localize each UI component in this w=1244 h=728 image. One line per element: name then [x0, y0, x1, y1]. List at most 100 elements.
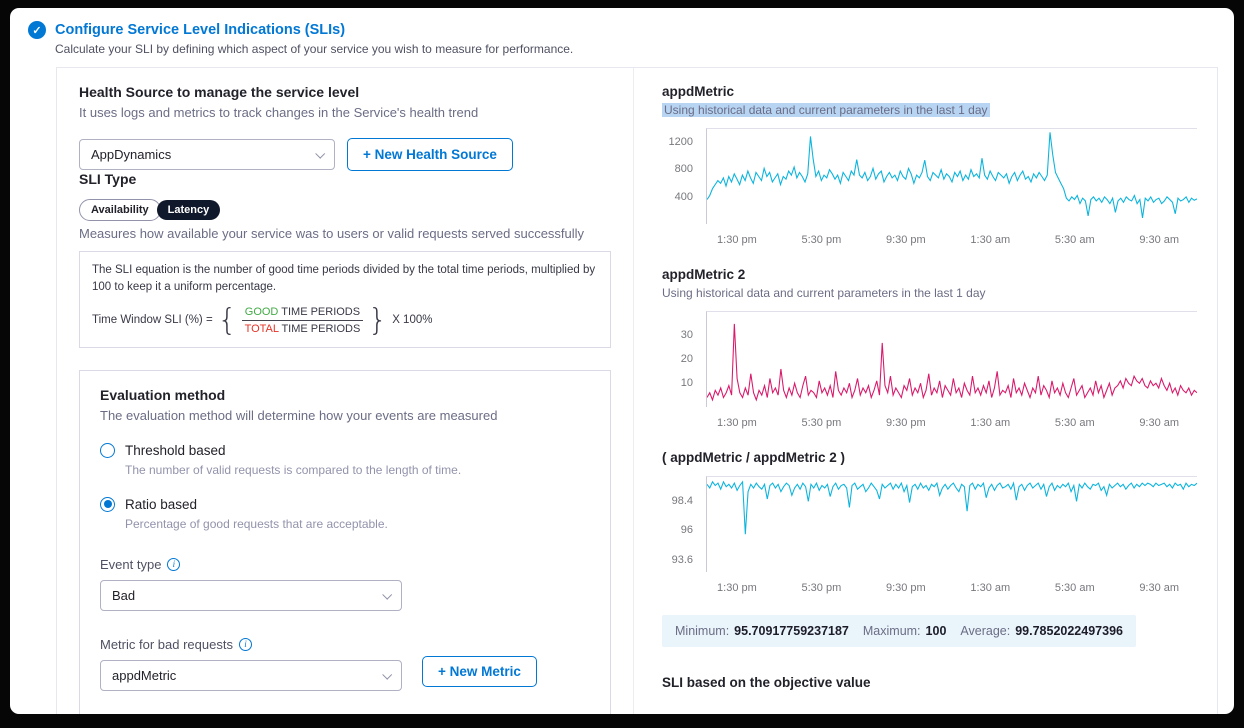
x-axis-labels: 1:30 pm 5:30 pm 9:30 pm 1:30 am 5:30 am 9:30 … [706, 572, 1197, 602]
y-tick-label: 98.4 [671, 494, 693, 507]
chart-appdmetric: appdMetric Using historical data and cur… [662, 84, 1197, 254]
completed-check-icon: ✓ [28, 21, 46, 39]
x-axis-labels: 1:30 pm 5:30 pm 9:30 pm 1:30 am 5:30 am 9:30 … [706, 407, 1197, 437]
y-axis-labels: 400 800 1200 [662, 128, 702, 224]
chevron-down-icon [315, 148, 326, 159]
info-icon[interactable]: i [238, 637, 252, 651]
content-panel: Health Source to manage the service leve… [56, 67, 1218, 714]
chart-subtitle-highlighted: Using historical data and current parame… [662, 103, 990, 117]
average-value: 99.7852022497396 [1015, 624, 1123, 638]
maximum-label: Maximum: [862, 624, 921, 638]
sli-equation: Time Window SLI (%) = { GOOD TIME PERIOD… [92, 302, 598, 338]
bad-metric-value: appdMetric [112, 667, 177, 683]
radio-selected-icon[interactable] [100, 496, 115, 512]
x-tick-label: 9:30 am [1139, 234, 1180, 246]
y-axis-labels: 93.6 96 98.4 [662, 476, 702, 572]
x-tick-label: 1:30 am [970, 582, 1011, 594]
event-type-select[interactable]: Bad [100, 579, 402, 611]
radio-unselected-icon[interactable] [100, 442, 115, 458]
metric-stats-bar: Minimum: 95.70917759237187 Maximum: 100 … [662, 615, 1136, 647]
y-tick-label: 20 [680, 353, 693, 365]
x-tick-label: 1:30 am [970, 234, 1011, 246]
bad-metric-select[interactable]: appdMetric [100, 659, 402, 691]
chevron-down-icon [382, 589, 393, 600]
new-health-source-button[interactable]: + New Health Source [347, 138, 513, 171]
sli-type-description: Measures how available your service was … [79, 226, 585, 241]
chart-plot [706, 476, 1197, 572]
chart-area: 93.6 96 98.4 [662, 476, 1197, 572]
chart-plot [706, 128, 1197, 224]
chart-subtitle: Using historical data and current parame… [662, 286, 986, 300]
health-source-title: Health Source to manage the service leve… [79, 84, 360, 100]
sli-form-column: Health Source to manage the service leve… [57, 68, 633, 714]
chart-plot [706, 311, 1197, 407]
sli-type-latency[interactable]: Latency [156, 200, 221, 220]
x-tick-label: 1:30 am [970, 417, 1011, 429]
event-type-value: Bad [112, 587, 136, 603]
section-header: ✓ Configure Service Level Indications (S… [10, 8, 1234, 39]
info-icon[interactable]: i [167, 557, 181, 571]
evaluation-subtitle: The evaluation method will determine how… [100, 407, 498, 423]
charts-column: appdMetric Using historical data and cur… [633, 68, 1217, 714]
x-tick-label: 9:30 pm [885, 234, 926, 246]
chart-title: ( appdMetric / appdMetric 2 ) [662, 450, 846, 465]
ratio-based-desc: Percentage of good requests that are acc… [125, 516, 388, 531]
y-tick-label: 93.6 [671, 553, 693, 566]
maximum-value: 100 [925, 624, 947, 638]
health-source-select[interactable]: AppDynamics [79, 139, 335, 170]
bad-metric-row: appdMetric + New Metric [100, 652, 590, 691]
x-tick-label: 1:30 pm [717, 582, 757, 594]
fraction-numerator: GOOD TIME PERIODS [241, 306, 364, 321]
page-title: Configure Service Level Indications (SLI… [55, 22, 346, 38]
sli-type-availability[interactable]: Availability [79, 199, 161, 221]
ratio-based-label: Ratio based [125, 496, 198, 512]
x-tick-label: 1:30 pm [717, 234, 757, 246]
x-tick-label: 9:30 pm [885, 582, 926, 594]
x-tick-label: 5:30 am [1054, 417, 1095, 429]
health-source-value: AppDynamics [91, 147, 172, 162]
evaluation-title: Evaluation method [100, 386, 226, 403]
sli-equation-note: The SLI equation is the number of good t… [92, 264, 596, 294]
y-tick-label: 400 [674, 190, 693, 203]
chart-title: appdMetric [662, 84, 735, 99]
equation-multiplier: X 100% [392, 314, 433, 326]
equation-prefix: Time Window SLI (%) = [92, 314, 213, 326]
sli-equation-box: The SLI equation is the number of good t… [79, 251, 611, 348]
new-metric-button[interactable]: + New Metric [422, 655, 537, 687]
x-tick-label: 5:30 pm [801, 582, 842, 594]
x-axis-labels: 1:30 pm 5:30 pm 9:30 pm 1:30 am 5:30 am 9:30 … [706, 224, 1197, 254]
x-tick-label: 9:30 pm [885, 417, 926, 429]
threshold-based-label: Threshold based [125, 442, 226, 458]
chart-title: appdMetric 2 [662, 267, 746, 282]
minimum-value: 95.70917759237187 [734, 624, 849, 638]
chevron-down-icon [382, 669, 393, 680]
sli-config-card: ✓ Configure Service Level Indications (S… [10, 8, 1234, 714]
equation-fraction: GOOD TIME PERIODS TOTAL TIME PERIODS [241, 306, 364, 335]
page-subtitle: Calculate your SLI by defining which asp… [55, 42, 574, 56]
y-tick-label: 800 [674, 163, 693, 176]
sli-type-toggle: Availability Latency [79, 199, 611, 221]
y-axis-labels: 10 20 30 [662, 311, 702, 407]
health-source-row: AppDynamics + New Health Source [79, 138, 611, 171]
x-tick-label: 5:30 pm [801, 234, 842, 246]
left-brace: { [217, 302, 237, 338]
x-tick-label: 9:30 am [1139, 417, 1180, 429]
health-source-subtitle: It uses logs and metrics to track change… [79, 105, 479, 120]
radio-threshold-based[interactable]: Threshold based [100, 442, 590, 458]
x-tick-label: 1:30 pm [717, 417, 757, 429]
x-tick-label: 5:30 am [1054, 582, 1095, 594]
x-tick-label: 9:30 am [1139, 582, 1180, 594]
y-tick-label: 1200 [668, 135, 693, 148]
chart-appdmetric-2: appdMetric 2 Using historical data and c… [662, 267, 1197, 437]
y-tick-label: 30 [680, 329, 693, 341]
threshold-based-desc: The number of valid requests is compared… [125, 462, 462, 477]
chart-ratio: ( appdMetric / appdMetric 2 ) 93.6 96 98.4… [662, 450, 1197, 602]
chart-area: 10 20 30 [662, 311, 1197, 407]
sli-objective-title: SLI based on the objective value [662, 675, 871, 690]
x-tick-label: 5:30 pm [801, 417, 842, 429]
x-tick-label: 5:30 am [1054, 234, 1095, 246]
radio-ratio-based[interactable]: Ratio based [100, 496, 590, 512]
fraction-denominator: TOTAL TIME PERIODS [244, 322, 361, 335]
sli-type-title: SLI Type [79, 171, 137, 187]
y-tick-label: 96 [680, 524, 693, 537]
